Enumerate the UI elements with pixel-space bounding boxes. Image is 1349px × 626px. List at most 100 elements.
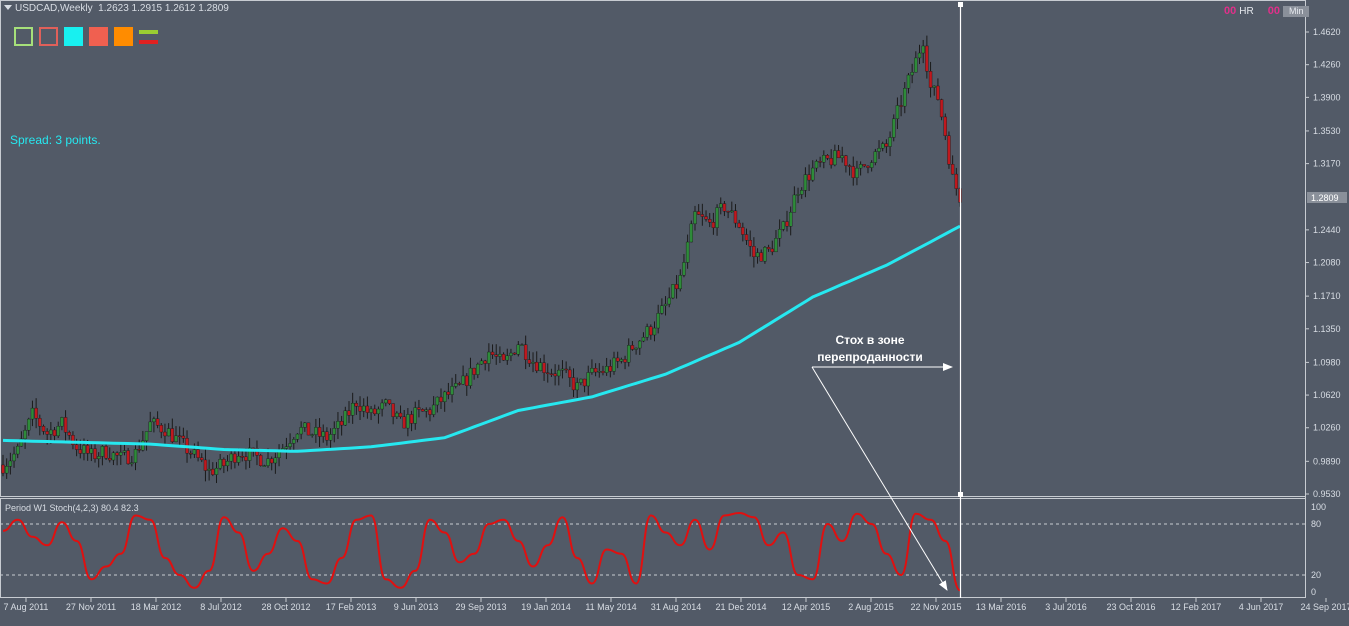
candle-body bbox=[788, 211, 793, 227]
candle-body bbox=[141, 440, 145, 451]
candle-body bbox=[424, 409, 428, 412]
candle-body bbox=[752, 246, 756, 258]
candle-body bbox=[498, 353, 502, 357]
candle-body bbox=[218, 459, 222, 469]
min-badge[interactable]: Min bbox=[1282, 5, 1310, 17]
candle-body bbox=[350, 403, 355, 416]
candle-body bbox=[847, 165, 852, 167]
candle-body bbox=[744, 234, 749, 241]
candle-body bbox=[560, 368, 565, 371]
candle-body bbox=[645, 326, 649, 338]
candle-body bbox=[347, 410, 351, 416]
price-tick-label: 1.3170 bbox=[1313, 159, 1341, 169]
swatch-lines-icon[interactable] bbox=[139, 27, 158, 46]
cursor-handle-top[interactable] bbox=[958, 2, 963, 7]
candle-body bbox=[170, 428, 175, 443]
candle-body bbox=[336, 421, 340, 429]
candle-body bbox=[501, 353, 506, 361]
candle-body bbox=[472, 367, 476, 375]
swatch-cyan[interactable] bbox=[64, 27, 83, 46]
candle-body bbox=[906, 74, 911, 89]
candle-body bbox=[358, 406, 362, 412]
candle-body bbox=[60, 417, 64, 427]
candle-body bbox=[564, 368, 568, 371]
candle-body bbox=[384, 399, 388, 404]
menu-triangle-icon[interactable] bbox=[4, 5, 12, 10]
price-tick-label: 0.9530 bbox=[1313, 489, 1341, 499]
candle-body bbox=[660, 305, 664, 314]
candle-body bbox=[435, 396, 440, 406]
candle-body bbox=[306, 422, 311, 436]
candle-body bbox=[56, 426, 60, 437]
candle-body bbox=[590, 368, 594, 373]
candle-body bbox=[516, 344, 521, 355]
candle-body bbox=[608, 366, 613, 372]
candle-body bbox=[71, 435, 75, 445]
hr-icon[interactable]: 00 bbox=[1224, 5, 1237, 17]
candle-body bbox=[542, 362, 546, 373]
candle-body bbox=[292, 439, 296, 444]
candle-body bbox=[682, 262, 686, 276]
candle-body bbox=[627, 345, 631, 363]
candle-body bbox=[152, 418, 156, 423]
candle-body bbox=[354, 403, 359, 407]
candle-body bbox=[733, 210, 738, 224]
time-tick-label: 31 Aug 2014 bbox=[651, 602, 702, 612]
price-tick-label: 1.4620 bbox=[1313, 27, 1341, 37]
candle-body bbox=[634, 347, 638, 350]
price-tick-label: 1.0620 bbox=[1313, 390, 1341, 400]
candle-body bbox=[674, 284, 679, 290]
stoch-line bbox=[2, 511, 961, 592]
candle-body bbox=[229, 453, 233, 462]
candle-body bbox=[27, 418, 31, 431]
candle-body bbox=[696, 211, 701, 215]
candle-body bbox=[770, 248, 774, 253]
swatch-red-outline[interactable] bbox=[39, 27, 58, 46]
candle-body bbox=[869, 162, 874, 168]
annotation-line-1: Стох в зоне bbox=[835, 333, 905, 347]
hr-label[interactable]: HR bbox=[1239, 5, 1254, 17]
time-axis: 7 Aug 2011 27 Nov 2011 18 Mar 2012 8 Jul 20… bbox=[4, 598, 1349, 612]
candle-body bbox=[903, 87, 907, 107]
candle-body bbox=[457, 383, 462, 385]
swatch-green-outline[interactable] bbox=[14, 27, 33, 46]
candle-body bbox=[582, 378, 587, 387]
candle-body bbox=[159, 425, 163, 433]
moving-average-line bbox=[2, 224, 961, 453]
candle-body bbox=[851, 166, 855, 178]
candle-body bbox=[722, 203, 727, 212]
top-right-badges: 00 HR 00 Min bbox=[1224, 5, 1310, 17]
candle-body bbox=[950, 164, 955, 175]
candle-body bbox=[807, 174, 811, 181]
candle-body bbox=[759, 252, 763, 262]
candle-body bbox=[96, 456, 101, 460]
cursor-handle-bottom[interactable] bbox=[958, 492, 963, 497]
candle-body bbox=[910, 72, 914, 76]
candle-body bbox=[310, 434, 314, 436]
candle-body bbox=[844, 155, 848, 166]
candle-body bbox=[406, 414, 410, 429]
candle-body bbox=[748, 240, 752, 247]
candle-body bbox=[954, 173, 959, 189]
candle-body bbox=[796, 194, 800, 196]
candle-body bbox=[369, 408, 373, 413]
time-tick-label: 17 Feb 2013 bbox=[326, 602, 377, 612]
min-icon[interactable]: 00 bbox=[1267, 5, 1280, 17]
time-tick-label: 21 Dec 2014 bbox=[715, 602, 766, 612]
candle-body bbox=[663, 303, 668, 306]
candle-body bbox=[678, 275, 682, 290]
swatch-salmon[interactable] bbox=[89, 27, 108, 46]
candle-body bbox=[822, 155, 826, 163]
candle-body bbox=[667, 297, 671, 305]
swatch-orange[interactable] bbox=[114, 27, 133, 46]
candle-body bbox=[177, 435, 182, 437]
time-tick-label: 3 Jul 2016 bbox=[1045, 602, 1087, 612]
candle-body bbox=[855, 167, 859, 178]
candle-body bbox=[763, 247, 767, 262]
current-price-label: 1.2809 bbox=[1311, 193, 1339, 203]
candle-body bbox=[468, 367, 473, 386]
candle-body bbox=[362, 405, 366, 412]
candle-body bbox=[225, 460, 230, 467]
